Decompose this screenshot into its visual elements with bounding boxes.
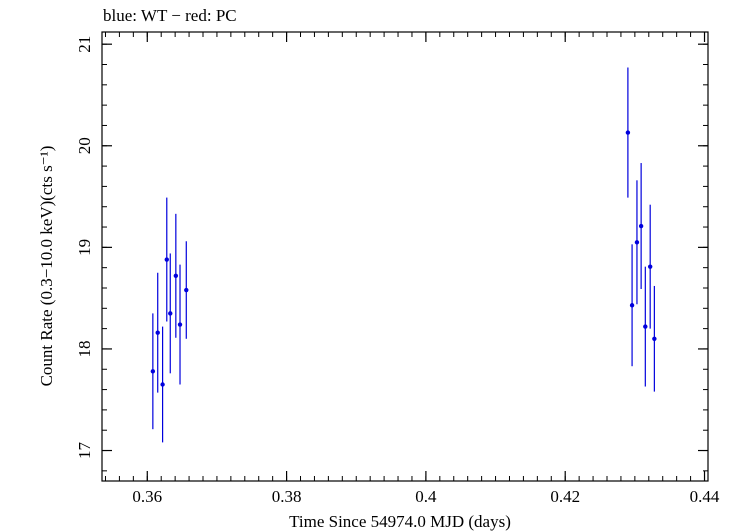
y-tick-label: 19 <box>75 239 94 256</box>
data-point <box>652 336 657 341</box>
data-points <box>150 67 657 443</box>
y-axis: 17 18 19 20 21 <box>75 36 708 472</box>
y-tick-label: 18 <box>75 340 94 357</box>
data-point <box>629 303 635 308</box>
data-point <box>634 240 640 245</box>
x-tick-label: 0.42 <box>550 487 580 506</box>
data-point <box>177 322 183 327</box>
data-point <box>168 311 173 316</box>
x-tick-label: 0.36 <box>132 487 162 506</box>
y-axis-label: Count Rate (0.3−10.0 keV)(cts s⁻¹) <box>37 146 56 387</box>
data-point <box>164 257 169 262</box>
data-point <box>184 287 189 293</box>
data-point <box>625 130 631 135</box>
x-axis-label: Time Since 54974.0 MJD (days) <box>289 512 511 531</box>
x-tick-label: 0.38 <box>272 487 302 506</box>
data-point <box>643 324 648 329</box>
data-point <box>173 273 179 279</box>
data-point <box>160 382 165 387</box>
data-point <box>647 264 653 269</box>
y-tick-label: 21 <box>75 36 94 53</box>
data-point <box>155 330 160 335</box>
data-point <box>150 369 156 374</box>
y-tick-label: 20 <box>75 137 94 154</box>
plot-frame <box>101 31 709 482</box>
y-tick-label: 17 <box>75 442 94 460</box>
x-tick-label: 0.44 <box>690 487 720 506</box>
data-point <box>638 223 644 229</box>
x-axis: 0.36 0.38 0.4 0.42 0.44 <box>104 32 720 506</box>
x-tick-label: 0.4 <box>415 487 437 506</box>
chart-title: blue: WT − red: PC <box>103 6 237 25</box>
